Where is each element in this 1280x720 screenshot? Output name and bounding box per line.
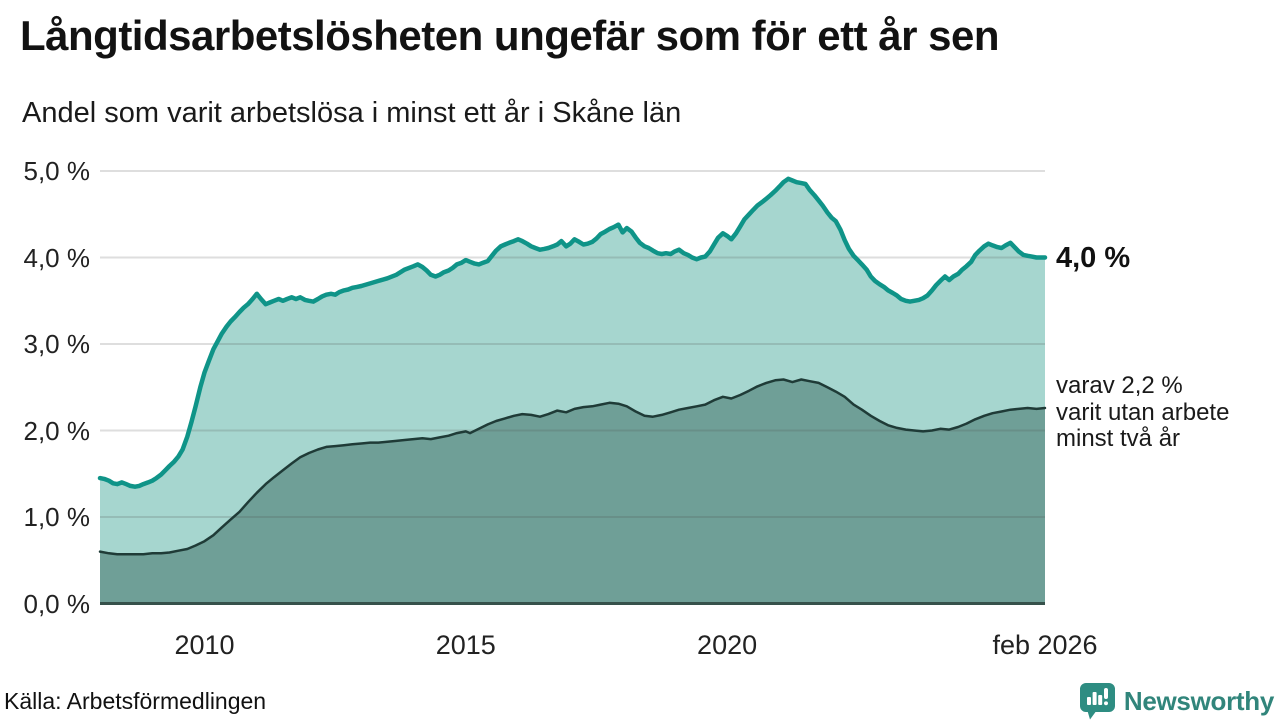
line-series-0 xyxy=(97,176,1048,489)
newsworthy-brand: Newsworthy xyxy=(1079,682,1274,720)
line-series-1 xyxy=(98,378,1047,556)
source-note: Källa: Arbetsförmedlingen xyxy=(4,688,267,714)
y-tick-label: 2,0 % xyxy=(23,415,91,446)
x-tick-label: feb 2026 xyxy=(992,630,1098,660)
y-tick-label: 4,0 % xyxy=(23,242,91,273)
area-series-1 xyxy=(100,379,1045,604)
two-year-unemployment-annotation: varav 2,2 % varit utan arbete minst två … xyxy=(1056,372,1230,452)
page-title: Långtidsarbetslösheten ungefär som för e… xyxy=(20,12,1000,59)
newsworthy-logo-icon xyxy=(1079,683,1115,720)
page-subtitle: Andel som varit arbetslösa i minst ett å… xyxy=(22,97,682,129)
y-tick-label: 0,0 % xyxy=(23,588,91,619)
latest-value-label: 4,0 % xyxy=(1056,242,1131,274)
x-tick-label: 2015 xyxy=(435,630,496,660)
y-tick-label: 5,0 % xyxy=(23,156,91,186)
y-tick-label: 3,0 % xyxy=(23,329,91,359)
x-tick-label: 2020 xyxy=(697,630,758,660)
x-tick-label: 2010 xyxy=(174,630,235,660)
newsworthy-brand-text: Newsworthy xyxy=(1123,686,1274,716)
y-tick-label: 1,0 % xyxy=(23,502,91,532)
